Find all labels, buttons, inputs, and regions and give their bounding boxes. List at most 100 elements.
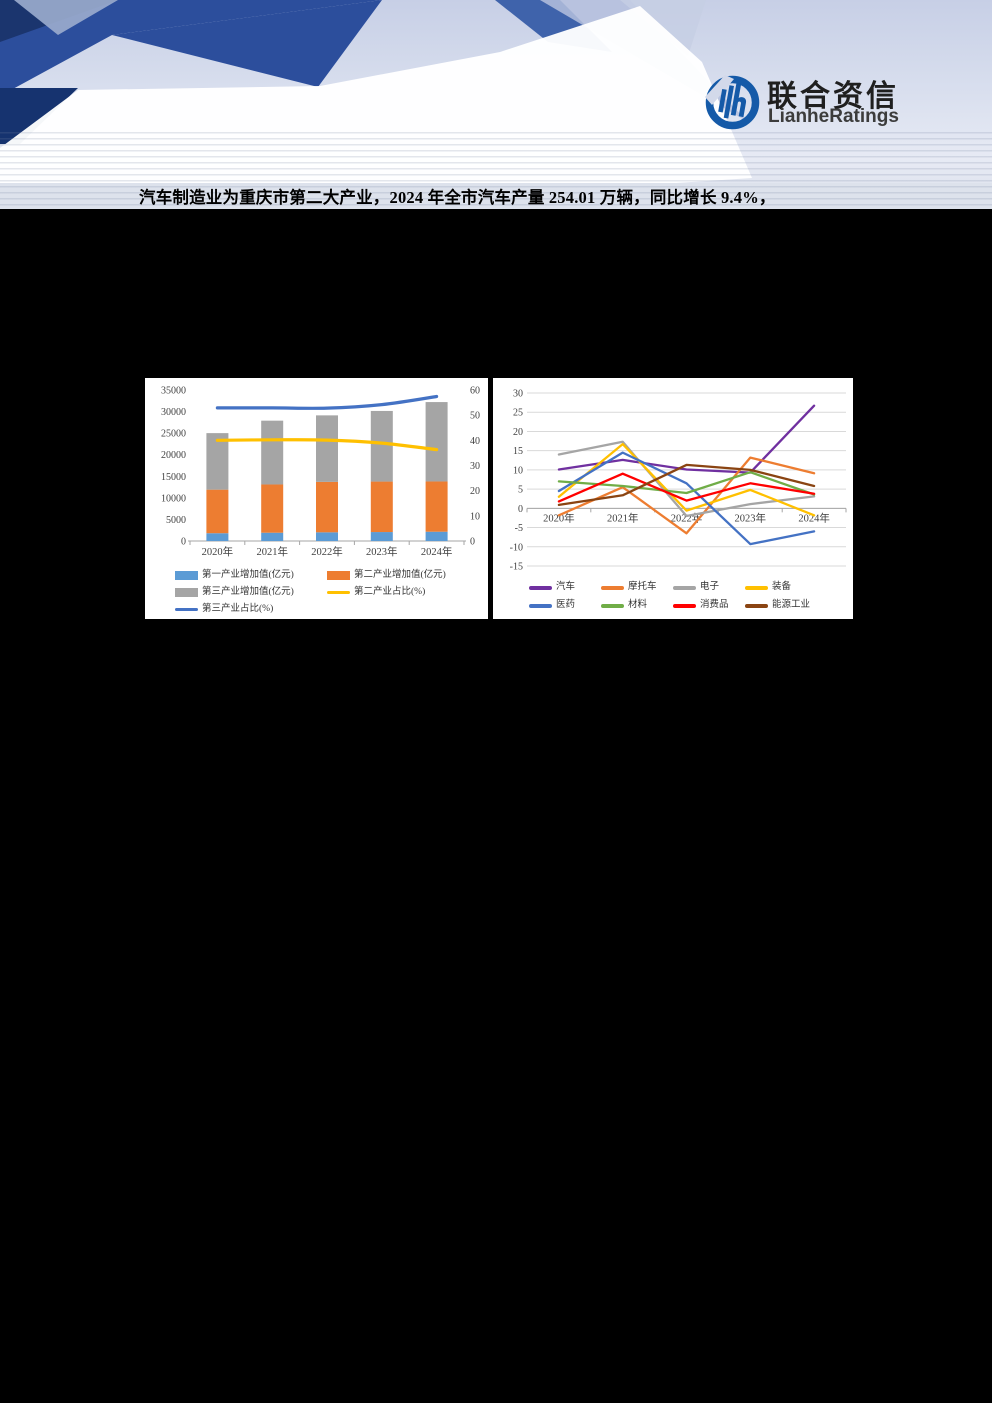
x-axis-category-label: 2024年 xyxy=(421,545,453,558)
right-axis-tick-label: 0 xyxy=(470,537,475,548)
legend-label: 电子 xyxy=(700,582,720,593)
stacked-bar-segment xyxy=(206,433,229,490)
legend-label: 第一产业增加值(亿元) xyxy=(202,569,294,580)
figure-panel: 0 5000 10000 15000 20000 25000 30000 35000 0 10 20… xyxy=(145,378,853,619)
left-axis-tick-label: 0 xyxy=(181,537,186,548)
x-axis-category-label: 2020年 xyxy=(543,511,575,524)
x-axis-category-label: 2021年 xyxy=(256,545,288,558)
ratio-lines-layer xyxy=(215,394,439,452)
legend-label: 第三产业占比(%) xyxy=(202,603,274,614)
x-axis-category-label: 2020年 xyxy=(202,545,234,558)
legend-item: 第三产业增加值(亿元) xyxy=(175,584,327,601)
legend-swatch-bar xyxy=(175,588,198,597)
y-axis-tick-label: 30 xyxy=(513,389,523,400)
x-axis-category-label: 2024年 xyxy=(798,511,830,524)
left-axis-tick-label: 30000 xyxy=(161,407,186,418)
right-axis-tick-label: 10 xyxy=(470,511,480,522)
bars-layer xyxy=(206,402,448,541)
legend-swatch-bar xyxy=(175,571,198,580)
headline-text: 汽车制造业为重庆市第二大产业，2024 年全市汽车产量 254.01 万辆，同比… xyxy=(139,188,776,207)
legend-swatch-line xyxy=(601,604,624,608)
legend-label: 第二产业占比(%) xyxy=(354,586,426,597)
industry-growth-chart-panel: 30 25 20 15 10 5 0 -5 -10 -15 2020年 2021年 2022年 2023年… xyxy=(493,378,853,619)
left-axis-tick-label: 10000 xyxy=(161,493,186,504)
legend-item: 第三产业占比(%) xyxy=(175,601,327,618)
left-axis-tick-label: 15000 xyxy=(161,472,186,483)
stacked-bar-segment xyxy=(316,481,338,533)
x-axis-category-label: 2023年 xyxy=(735,511,767,524)
gdp-structure-chart-panel: 0 5000 10000 15000 20000 25000 30000 35000 0 10 20… xyxy=(145,378,488,619)
left-axis-tick-label: 35000 xyxy=(161,386,186,397)
header-stripe-texture xyxy=(0,132,992,209)
growth-line-series xyxy=(557,472,816,503)
y-axis-tick-label: -10 xyxy=(510,542,523,553)
stacked-bar-segment xyxy=(370,410,393,482)
left-axis-tick-label: 5000 xyxy=(166,515,186,526)
x-axis-category-label: 2021年 xyxy=(607,511,639,524)
y-axis-tick-label: -15 xyxy=(510,562,523,573)
growth-line-series xyxy=(557,440,816,518)
right-axis-tick-label: 20 xyxy=(470,486,480,497)
stacked-bar-segment xyxy=(370,532,393,541)
x-axis-category-label: 2022年 xyxy=(311,545,343,558)
right-axis-tick-label: 40 xyxy=(470,436,480,447)
ratio-line-series xyxy=(215,394,439,410)
stacked-bar-segment xyxy=(261,484,284,533)
legend-label: 汽车 xyxy=(556,582,576,593)
lianhe-logo-mark-icon xyxy=(705,75,760,130)
legend-item: 电子 xyxy=(673,579,745,597)
legend-item: 汽车 xyxy=(529,579,601,597)
stacked-bar-segment xyxy=(261,532,284,541)
legend-item: 第一产业增加值(亿元) xyxy=(175,567,327,584)
ratio-line-series xyxy=(215,438,439,452)
legend-swatch-line xyxy=(529,586,552,590)
legend-label: 消费品 xyxy=(700,600,729,611)
growth-line-series xyxy=(557,456,816,535)
legend-swatch-line xyxy=(673,586,696,590)
header-bottom-band xyxy=(0,183,992,209)
legend-label: 医药 xyxy=(556,600,576,611)
stacked-bar-segment xyxy=(206,533,229,541)
legend-label: 能源工业 xyxy=(772,600,811,611)
right-axis-tick-label: 50 xyxy=(470,411,480,422)
legend-label: 摩托车 xyxy=(628,582,657,593)
growth-line-series xyxy=(557,463,816,507)
legend-item: 医药 xyxy=(529,597,601,615)
gdp-stacked-bar-chart: 0 5000 10000 15000 20000 25000 30000 35000 0 10 20… xyxy=(161,386,480,559)
legend-item: 材料 xyxy=(601,597,673,615)
stacked-bar-segment xyxy=(206,489,229,534)
y-axis-tick-label: 0 xyxy=(518,504,523,515)
stacked-bar-segment xyxy=(261,420,284,485)
left-axis-tick-label: 20000 xyxy=(161,450,186,461)
legend-label: 第三产业增加值(亿元) xyxy=(202,586,294,597)
y-axis-tick-label: 25 xyxy=(513,408,523,419)
y-axis-tick-label: 10 xyxy=(513,465,523,476)
legend-item: 第二产业占比(%) xyxy=(327,584,485,601)
stacked-bar-segment xyxy=(316,532,338,541)
legend-item: 摩托车 xyxy=(601,579,673,597)
legend-label: 第二产业增加值(亿元) xyxy=(354,569,446,580)
y-axis-tick-label: 20 xyxy=(513,427,523,438)
lianhe-ratings-logo: 联合资信 LianheRatings xyxy=(705,75,935,137)
growth-line-series xyxy=(557,471,816,496)
left-axis-tick-label: 25000 xyxy=(161,429,186,440)
line-series-layer xyxy=(557,404,816,546)
legend-item: 消费品 xyxy=(673,597,745,615)
legend-item: 第二产业增加值(亿元) xyxy=(327,567,485,584)
legend-swatch-line xyxy=(745,604,768,608)
industry-chart-legend: 汽车 摩托车 电子 装备医药 材料 消费品 能源工业 xyxy=(529,579,829,615)
legend-swatch-line xyxy=(327,590,350,595)
legend-swatch-line xyxy=(601,586,624,590)
right-axis-tick-label: 30 xyxy=(470,461,480,472)
brand-name-english: LianheRatings xyxy=(768,106,899,127)
legend-swatch-line xyxy=(175,607,198,612)
growth-line-series xyxy=(557,442,816,517)
y-axis-tick-label: -5 xyxy=(515,523,523,534)
page-header: 联合资信 LianheRatings 汽车制造业为重庆市第二大产业，2024 年… xyxy=(0,0,992,209)
legend-item: 装备 xyxy=(745,579,817,597)
brand-name-chinese: 联合资信 xyxy=(767,80,899,113)
stacked-bar-segment xyxy=(316,415,338,482)
